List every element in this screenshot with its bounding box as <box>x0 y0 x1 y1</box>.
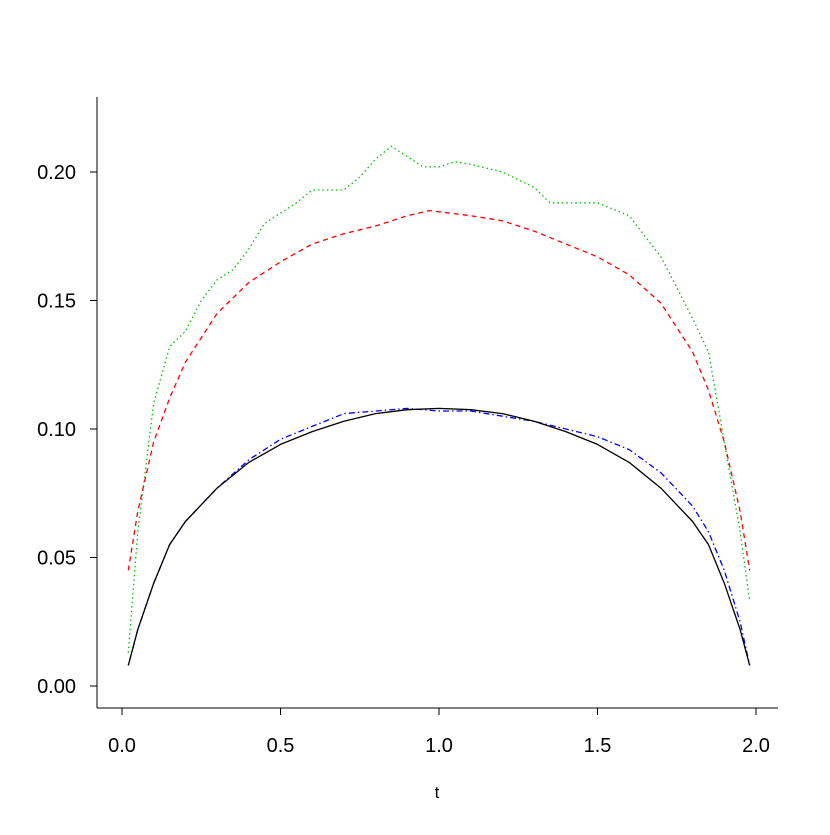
series-lines <box>127 145 751 666</box>
x-tick-label: 0.5 <box>267 735 295 757</box>
y-tick-label: 0.00 <box>37 676 76 698</box>
series-line-solid <box>127 407 751 666</box>
y-tick-label: 0.05 <box>37 548 76 570</box>
x-tick-label: 1.0 <box>425 735 453 757</box>
x-tick-label: 0.0 <box>108 735 136 757</box>
y-tick-label: 0.20 <box>37 162 76 184</box>
series-line-dotted <box>127 145 751 653</box>
x-axis-label: t <box>435 783 440 802</box>
series-line-dashed <box>127 209 751 571</box>
x-tick-label: 1.5 <box>584 735 612 757</box>
y-tick-label: 0.15 <box>37 291 76 313</box>
x-tick-label: 2.0 <box>742 735 770 757</box>
series-line-dotdash <box>127 407 751 666</box>
y-tick-label: 0.10 <box>37 419 76 441</box>
y-ticks: 0.00 0.05 0.10 0.15 0.20 <box>37 162 97 698</box>
x-ticks: 0.0 0.5 1.0 1.5 2.0 <box>108 708 770 757</box>
